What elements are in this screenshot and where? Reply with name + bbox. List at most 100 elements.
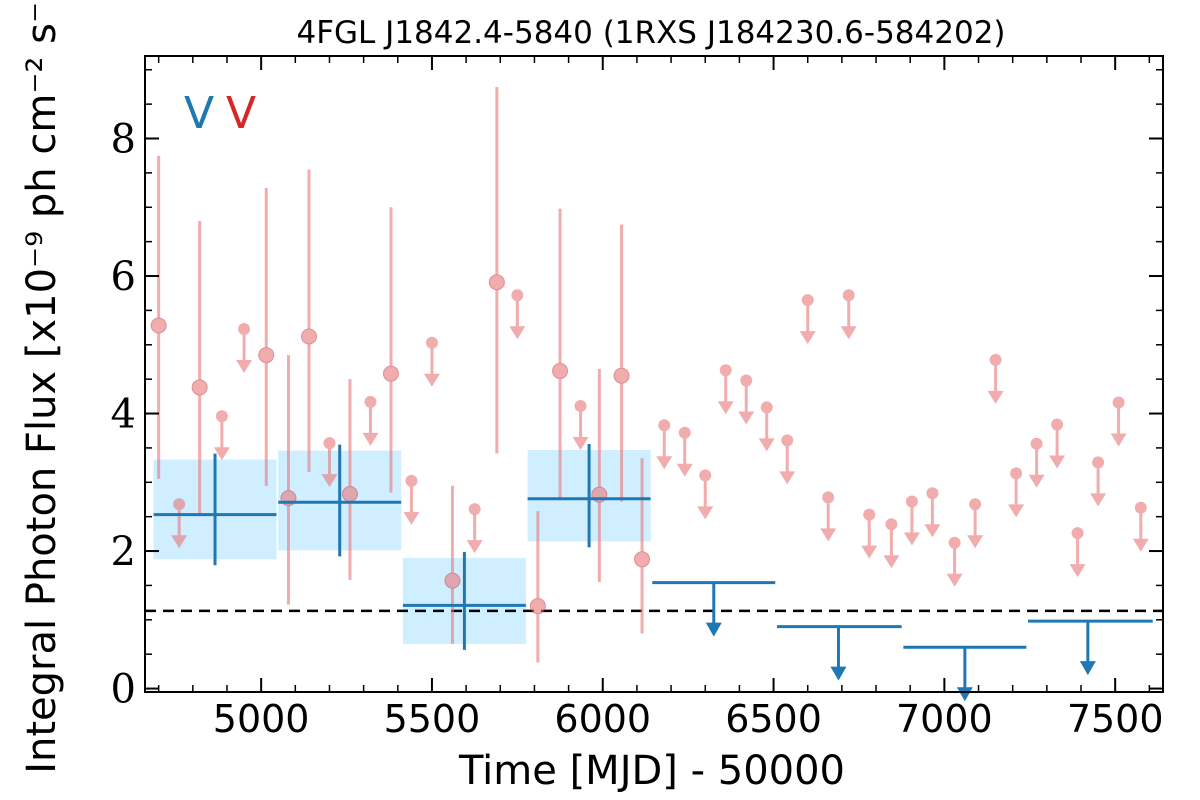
fine-bin-upper-limit (717, 364, 734, 415)
upper-limit-cap (740, 374, 753, 387)
upper-limit-arrowhead (1079, 661, 1096, 676)
coarse-bin-series-layer (153, 443, 1153, 702)
data-marker (258, 347, 275, 364)
coarse-bin-upper-limit (903, 645, 1027, 702)
y-tick-label: 6 (111, 254, 136, 300)
coarse-bin-point (278, 444, 402, 557)
upper-limit-cap (885, 518, 898, 531)
upper-limit-cap (1010, 467, 1023, 480)
legend-entry-red: V (226, 88, 256, 139)
fine-bin-upper-limit (656, 419, 673, 470)
fine-bin-upper-limit (946, 536, 963, 587)
upper-limit-arrowhead (1049, 455, 1066, 469)
upper-limit-arrowhead (656, 456, 673, 470)
upper-limit-cap (760, 401, 773, 414)
fine-bin-point (444, 485, 461, 644)
upper-limit-arrowhead (883, 555, 900, 569)
upper-limit-arrowhead (572, 436, 589, 450)
fine-bin-point (341, 379, 358, 580)
upper-limit-arrowhead (423, 373, 440, 387)
fine-bin-upper-limit (1110, 396, 1127, 447)
coarse-bin-point (527, 443, 651, 548)
upper-limit-cap (238, 322, 251, 335)
y-tick-label: 2 (111, 529, 136, 575)
fine-bin-point (300, 169, 317, 472)
upper-limit-cap (1051, 418, 1064, 431)
upper-limit-arrowhead (466, 540, 483, 554)
upper-limit-cap (574, 399, 587, 412)
fine-bin-upper-limit (924, 487, 941, 538)
fine-bin-upper-limit (697, 469, 714, 520)
fine-bin-upper-limit (883, 518, 900, 569)
upper-limit-arrowhead (967, 535, 984, 549)
fine-bin-upper-limit (840, 289, 857, 340)
axis-ticks-layer: 5000 5500 6000 6500 7000 7500 0 2 4 6 8 (111, 56, 1164, 741)
data-marker (552, 362, 569, 379)
x-tick-label: 5000 (213, 697, 310, 741)
fine-bin-upper-limit (861, 508, 878, 559)
upper-limit-cap (1030, 437, 1043, 450)
upper-limit-cap (405, 474, 418, 487)
fine-bin-upper-limit (1049, 418, 1066, 469)
fine-bin-upper-limit (1132, 501, 1149, 552)
upper-limit-arrowhead (509, 326, 526, 340)
upper-limit-cap (364, 395, 377, 408)
upper-limit-arrowhead (1132, 538, 1149, 552)
fine-bin-upper-limit (403, 474, 420, 525)
data-marker (488, 274, 505, 291)
y-axis-label: Integral Photon Flux [x10⁻⁹ ph cm⁻² s⁻¹] (19, 0, 65, 774)
fine-bin-point (382, 207, 399, 493)
upper-limit-arrowhead (1110, 433, 1127, 447)
chart-title: 4FGL J1842.4-5840 (1RXS J184230.6-584202… (296, 15, 1005, 51)
upper-limit-cap (969, 498, 982, 511)
upper-limit-cap (468, 503, 481, 516)
fine-bin-upper-limit (1028, 437, 1045, 488)
upper-limit-arrowhead (924, 524, 941, 538)
fine-bin-point (634, 458, 651, 634)
coarse-bin-upper-limit (776, 625, 902, 681)
coarse-bin-point (402, 551, 526, 650)
upper-limit-cap (863, 508, 876, 521)
fine-bin-upper-limit (779, 434, 796, 485)
fine-bin-upper-limit (1008, 467, 1025, 518)
fine-bin-upper-limit (466, 503, 483, 554)
fine-bin-upper-limit (676, 426, 693, 477)
upper-limit-cap (425, 336, 438, 349)
upper-limit-cap (699, 469, 712, 482)
upper-limit-arrowhead (697, 506, 714, 520)
upper-limit-cap (905, 495, 918, 508)
upper-limit-cap (948, 536, 961, 549)
upper-limit-arrowhead (1090, 493, 1107, 507)
upper-limit-cap (989, 353, 1002, 366)
upper-limit-arrowhead (861, 545, 878, 559)
fine-bin-upper-limit (423, 336, 440, 387)
coarse-bin-upper-limit (652, 581, 776, 637)
data-marker (444, 572, 461, 589)
fine-bin-upper-limit (987, 353, 1004, 404)
uncertainty-bands-layer (153, 449, 651, 644)
upper-limit-arrowhead (171, 535, 188, 549)
upper-limit-cap (842, 289, 855, 302)
upper-limit-arrowhead (1028, 474, 1045, 488)
upper-limit-arrowhead (956, 687, 973, 702)
upper-limit-cap (926, 487, 939, 500)
upper-limit-arrowhead (717, 401, 734, 415)
upper-limit-arrowhead (213, 447, 230, 461)
x-tick-label: 5500 (384, 697, 481, 741)
fine-bin-point (488, 86, 505, 454)
x-tick-label: 7500 (1067, 697, 1164, 741)
y-tick-label: 0 (111, 667, 136, 713)
upper-limit-cap (1071, 527, 1084, 540)
upper-limit-cap (801, 294, 814, 307)
fine-bin-upper-limit (362, 395, 379, 446)
y-tick-label: 4 (111, 392, 136, 438)
fine-bin-upper-limit (572, 399, 589, 450)
upper-limit-cap (678, 426, 691, 439)
upper-limit-cap (781, 434, 794, 447)
data-marker (613, 367, 630, 384)
upper-limit-arrowhead (946, 573, 963, 587)
data-marker (191, 379, 208, 396)
fine-bin-point (150, 155, 167, 479)
x-tick-label: 6500 (725, 697, 822, 741)
